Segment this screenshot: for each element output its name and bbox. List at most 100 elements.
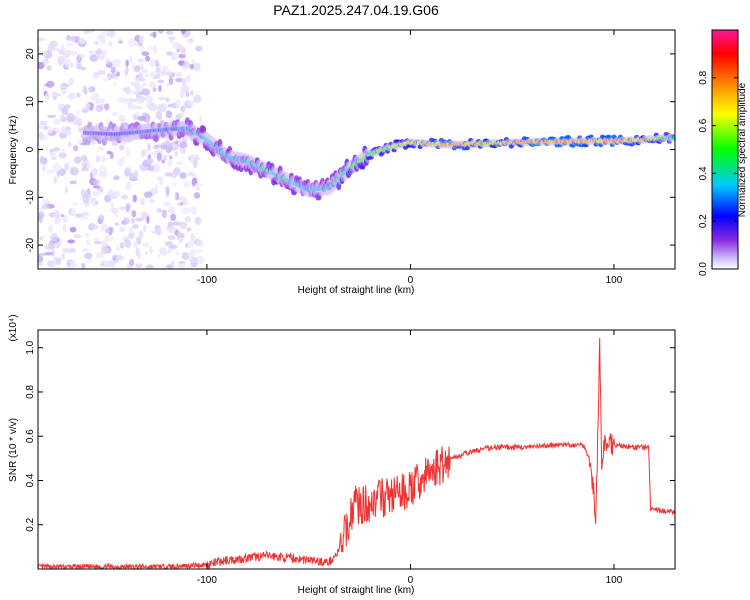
- noise-speck: [47, 126, 54, 134]
- noise-speck: [100, 246, 109, 255]
- noise-speck: [157, 254, 161, 259]
- noise-speck: [68, 141, 72, 148]
- noise-speck: [86, 30, 95, 33]
- noise-speck: [145, 55, 151, 62]
- noise-speck: [82, 194, 89, 204]
- noise-speck: [110, 201, 115, 211]
- noise-speck: [165, 185, 170, 195]
- noise-speck: [90, 197, 97, 207]
- noise-speck: [53, 209, 60, 218]
- noise-speck: [131, 210, 137, 218]
- noise-speck: [66, 129, 72, 137]
- noise-speck: [76, 109, 80, 116]
- noise-speck: [68, 77, 74, 86]
- noise-speck: [68, 247, 77, 254]
- noise-speck: [141, 82, 148, 87]
- noise-speck: [118, 115, 126, 123]
- noise-speck: [42, 167, 46, 172]
- noise-speck: [141, 51, 150, 57]
- noise-speck: [167, 235, 176, 241]
- noise-speck: [124, 168, 131, 177]
- noise-speck: [178, 53, 186, 59]
- noise-speck: [39, 214, 43, 224]
- noise-speck: [110, 192, 117, 198]
- noise-speck: [93, 40, 99, 46]
- noise-speck: [104, 103, 110, 111]
- noise-speck: [128, 172, 135, 180]
- noise-speck: [137, 58, 145, 63]
- noise-speck: [160, 71, 169, 75]
- noise-speck: [53, 176, 58, 185]
- noise-speck: [193, 62, 201, 72]
- noise-speck: [39, 155, 45, 163]
- noise-speck: [52, 146, 60, 152]
- noise-speck: [107, 260, 115, 268]
- noise-speck: [139, 44, 144, 54]
- noise-speck: [52, 163, 62, 172]
- noise-speck: [62, 247, 69, 254]
- noise-speck: [63, 216, 67, 223]
- noise-speck: [56, 169, 61, 178]
- noise-speck: [163, 155, 167, 161]
- y-tick-label: 10: [25, 96, 36, 108]
- spectrogram-x-ticks: -100 0 100: [197, 30, 623, 286]
- noise-speck: [113, 76, 119, 80]
- noise-speck: [142, 224, 147, 233]
- noise-speck: [71, 202, 79, 206]
- y-tick-label: 0.4: [25, 473, 36, 487]
- noise-speck: [156, 227, 163, 237]
- noise-speck: [156, 152, 162, 162]
- noise-speck: [117, 158, 124, 168]
- noise-speck: [47, 260, 56, 268]
- noise-speck: [181, 207, 191, 214]
- figure-title: PAZ1.2025.247.04.19.G06: [273, 2, 439, 18]
- noise-speck: [47, 114, 57, 118]
- noise-speck: [135, 247, 140, 256]
- noise-speck: [127, 38, 136, 47]
- noise-speck: [163, 202, 171, 207]
- noise-speck: [156, 175, 164, 182]
- noise-speck: [179, 221, 188, 230]
- noise-speck: [64, 162, 69, 172]
- noise-speck: [141, 69, 149, 73]
- noise-speck: [42, 198, 47, 206]
- colorbar-label: Normalized spectral amplitude: [737, 82, 748, 217]
- noise-speck: [149, 58, 155, 67]
- noise-speck: [165, 30, 174, 35]
- noise-speck: [188, 252, 194, 258]
- noise-speck: [165, 110, 173, 119]
- noise-speck: [111, 111, 119, 117]
- noise-speck: [141, 242, 150, 248]
- noise-speck: [104, 228, 112, 234]
- noise-speck: [109, 151, 114, 160]
- snr-panel: -100 0 100 0.2 0.4 0.6 0.8 1.0 Height of strai…: [8, 314, 676, 596]
- snr-marks: [38, 337, 675, 569]
- noise-speck: [168, 244, 178, 250]
- noise-speck: [79, 215, 88, 221]
- noise-speck: [120, 194, 129, 200]
- colorbar-tick-label: 0.2: [698, 214, 709, 228]
- noise-speck: [151, 163, 161, 173]
- colorbar-ticks: 0.0 0.2 0.4 0.6 0.8: [698, 70, 738, 276]
- noise-speck: [44, 244, 52, 250]
- noise-speck: [176, 48, 181, 53]
- noise-speck: [57, 59, 64, 66]
- colorbar-tick-label: 0.8: [698, 70, 709, 84]
- noise-speck: [162, 265, 167, 269]
- y-tick-label: 0.8: [25, 385, 36, 399]
- noise-speck: [146, 157, 154, 165]
- noise-speck: [176, 161, 184, 166]
- noise-speck: [39, 120, 48, 126]
- noise-speck: [185, 38, 195, 44]
- noise-speck: [189, 63, 195, 70]
- x-tick-label: 100: [606, 275, 623, 286]
- noise-speck: [100, 30, 109, 37]
- noise-speck: [145, 101, 154, 109]
- noise-speck: [156, 103, 165, 113]
- noise-speck: [73, 145, 79, 152]
- noise-speck: [154, 184, 158, 192]
- noise-speck: [142, 112, 148, 116]
- noise-speck: [80, 167, 90, 172]
- noise-speck: [112, 254, 117, 261]
- noise-speck: [195, 240, 204, 247]
